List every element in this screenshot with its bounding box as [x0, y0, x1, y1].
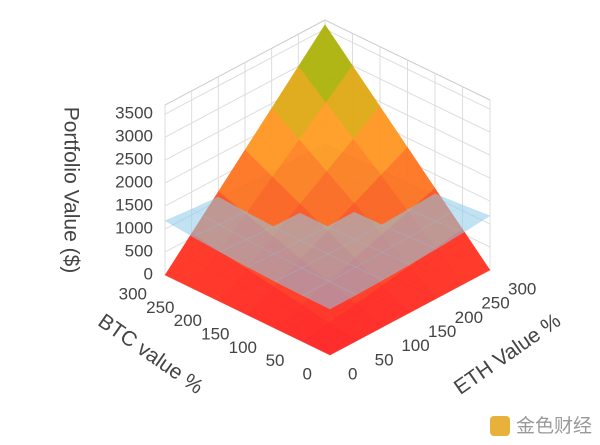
surface-patch	[301, 281, 358, 310]
x-tick-label: 100	[229, 338, 257, 357]
z-tick-label: 3000	[115, 127, 153, 146]
y-tick-label: 0	[348, 364, 357, 383]
x-tick-label: 0	[303, 364, 312, 383]
y-tick-label: 150	[428, 322, 456, 341]
z-tick-label: 3500	[115, 104, 153, 123]
z-tick-label: 1500	[115, 196, 153, 215]
surface-patch	[302, 322, 358, 356]
watermark-logo	[490, 416, 510, 436]
x-tick-label: 200	[174, 311, 202, 330]
y-tick-label: 100	[401, 336, 429, 355]
z-tick-label: 1000	[115, 219, 153, 238]
surface-patch	[219, 239, 275, 268]
y-tick-label: 250	[481, 294, 509, 313]
z-tick-label: 500	[125, 242, 153, 261]
y-tick-label: 300	[508, 279, 536, 298]
z-tick-label: 0	[144, 264, 153, 283]
x-tick-label: 150	[201, 324, 229, 343]
z-tick-label: 2000	[115, 173, 153, 192]
x-tick-label: 250	[146, 298, 174, 317]
surface-patch	[328, 266, 384, 295]
x-tick-label: 300	[119, 284, 147, 303]
y-tick-label: 50	[375, 350, 394, 369]
z-tick-label: 2500	[115, 150, 153, 169]
x-tick-label: 50	[266, 351, 285, 370]
z-axis-title: Portfolio Value ($)	[59, 107, 82, 274]
y-tick-label: 200	[455, 308, 483, 327]
watermark: 金色财经	[516, 415, 592, 437]
surface-patch	[435, 204, 491, 233]
